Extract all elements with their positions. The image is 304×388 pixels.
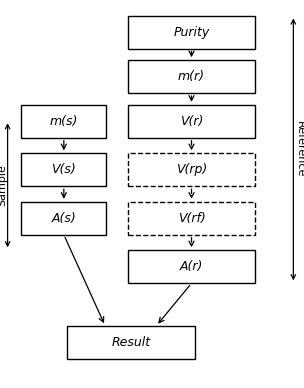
Text: Purity: Purity [173, 26, 210, 38]
FancyBboxPatch shape [128, 153, 255, 186]
Text: Sample: Sample [0, 165, 7, 206]
FancyBboxPatch shape [128, 105, 255, 138]
Text: Result: Result [111, 336, 150, 349]
FancyBboxPatch shape [67, 326, 195, 359]
FancyBboxPatch shape [21, 153, 106, 186]
Text: m(r): m(r) [178, 70, 205, 83]
Text: A(s): A(s) [51, 212, 76, 225]
FancyBboxPatch shape [128, 60, 255, 93]
Text: Reference: Reference [295, 121, 304, 178]
Text: V(rf): V(rf) [178, 212, 206, 225]
FancyBboxPatch shape [128, 202, 255, 235]
Text: V(r): V(r) [180, 115, 203, 128]
FancyBboxPatch shape [128, 16, 255, 48]
Text: A(r): A(r) [180, 260, 203, 273]
Text: V(s): V(s) [51, 163, 76, 176]
FancyBboxPatch shape [128, 250, 255, 283]
Text: V(rp): V(rp) [176, 163, 207, 176]
FancyBboxPatch shape [21, 202, 106, 235]
FancyBboxPatch shape [21, 105, 106, 138]
Text: m(s): m(s) [50, 115, 78, 128]
